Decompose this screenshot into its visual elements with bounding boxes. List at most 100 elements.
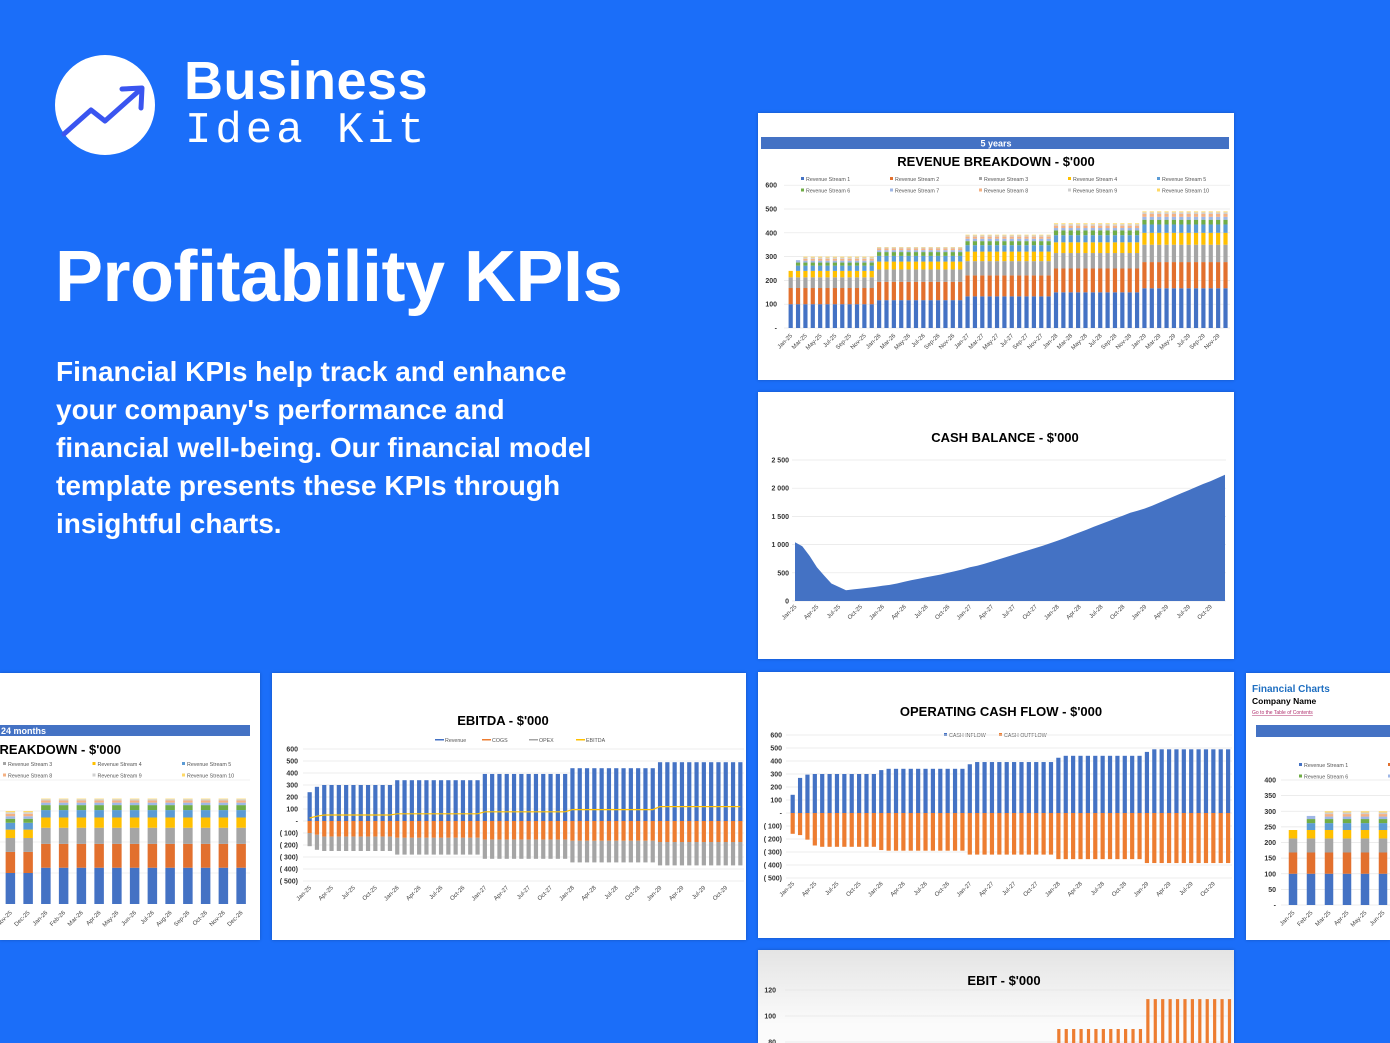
bar-segment: [218, 843, 229, 868]
bar-segment: [884, 300, 889, 328]
bar-segment: [1306, 838, 1316, 853]
bar-segment: [832, 260, 838, 263]
bar-segment: [76, 827, 87, 844]
x-tick-label: Jul-26: [429, 885, 445, 901]
bar-segment: [709, 762, 714, 821]
bar-segment: [555, 821, 560, 840]
bar-segment: [840, 265, 845, 271]
x-tick-label: Nov-26: [209, 910, 227, 928]
bar-segment: [1068, 292, 1073, 328]
bar-segment: [200, 802, 211, 806]
bar-segment: [1083, 268, 1088, 293]
bar-segment: [183, 817, 193, 828]
bar-segment: [1072, 1029, 1076, 1043]
bar-segment: [76, 802, 87, 806]
bar-segment: [1149, 244, 1154, 263]
bar-segment: [1306, 852, 1316, 874]
bar-segment: [1085, 813, 1090, 860]
bar-segment: [526, 839, 531, 859]
bar-segment: [58, 805, 69, 811]
bar-segment: [1223, 244, 1228, 263]
bar-segment: [1039, 251, 1044, 262]
bar-segment: [972, 245, 978, 252]
y-tick-label: 100: [764, 1014, 776, 1021]
bar-segment: [5, 813, 16, 817]
bar-segment: [129, 799, 140, 801]
bar-segment: [1189, 749, 1194, 813]
x-tick-label: Jan-26: [867, 881, 885, 899]
bar-segment: [1205, 999, 1209, 1043]
bar-segment: [854, 262, 860, 266]
bar-segment: [1134, 268, 1140, 293]
bar-segment: [200, 798, 211, 800]
bar-segment: [431, 821, 436, 838]
bar-segment: [1142, 212, 1147, 214]
y-tick-label: 200: [770, 785, 782, 792]
bar-segment: [1107, 813, 1113, 860]
bar-segment: [1078, 813, 1083, 860]
bar-segment: [1076, 223, 1081, 225]
bar-segment: [1076, 235, 1081, 243]
bar-segment: [987, 245, 992, 252]
legend-label: EBITDA: [586, 738, 606, 744]
period-banner: [761, 137, 1229, 149]
bar-segment: [1216, 211, 1221, 213]
bar-segment: [1002, 275, 1007, 297]
bar-segment: [921, 261, 926, 270]
x-tick-label: Nov-25: [850, 333, 868, 351]
bar-segment: [871, 774, 876, 813]
bar-segment: [803, 288, 808, 305]
x-tick-label: Aug-26: [156, 910, 174, 928]
bar-segment: [1046, 251, 1051, 262]
bar-segment: [577, 840, 582, 863]
bar-segment: [23, 822, 33, 830]
bar-segment: [943, 247, 948, 249]
bar-segment: [94, 843, 104, 868]
bar-segment: [1134, 235, 1140, 243]
legend-label: Revenue Stream 6: [806, 189, 850, 195]
y-tick-label: 150: [1264, 856, 1276, 863]
bar-segment: [1164, 212, 1169, 214]
bar-segment: [519, 839, 524, 859]
bar-segment: [1053, 292, 1059, 328]
bar-segment: [857, 774, 862, 813]
toc-link[interactable]: Go to the Table of Contents: [1252, 710, 1313, 716]
bar-segment: [1190, 999, 1194, 1043]
bar-segment: [1208, 224, 1213, 233]
bar-segment: [533, 821, 539, 840]
bar-segment: [129, 867, 140, 904]
bar-segment: [1378, 873, 1388, 905]
bar-segment: [1216, 244, 1221, 263]
bar-segment: [864, 774, 869, 813]
x-tick-label: Nov-26: [938, 333, 956, 351]
bar-segment: [621, 840, 626, 863]
bar-segment: [628, 768, 633, 821]
x-tick-label: Nov-28: [1115, 333, 1133, 351]
bar-segment: [1098, 224, 1103, 226]
period-banner-label: 24 months: [1, 726, 46, 736]
bar-segment: [1324, 814, 1334, 817]
bar-segment: [1211, 749, 1216, 813]
bar-segment: [147, 843, 158, 868]
bar-segment: [943, 300, 948, 328]
chart-title: REVENUE BREAKDOWN - $'000: [0, 742, 121, 757]
x-tick-label: Dec-26: [227, 910, 245, 928]
bar-segment: [884, 248, 889, 251]
revenue-breakdown-5y-chart: 5 years REVENUE BREAKDOWN - $'000 Revenue …: [761, 137, 1230, 352]
legend-swatch: [979, 177, 982, 180]
bar-segment: [147, 805, 158, 811]
bar-segment: [1112, 223, 1118, 225]
bar-segment: [570, 821, 575, 841]
bar-segment: [950, 300, 955, 328]
bar-segment: [165, 867, 175, 904]
cash-balance-area: [795, 474, 1225, 601]
bar-segment: [1157, 212, 1162, 214]
x-tick-label: Jan-27: [956, 881, 974, 899]
bar-segment: [373, 821, 378, 837]
bar-segment: [351, 821, 356, 837]
legend-label: CASH INFLOW: [949, 733, 986, 739]
bar-segment: [928, 247, 933, 249]
bar-segment: [1031, 234, 1036, 236]
bar-segment: [982, 813, 987, 855]
bar-segment: [1134, 228, 1140, 231]
